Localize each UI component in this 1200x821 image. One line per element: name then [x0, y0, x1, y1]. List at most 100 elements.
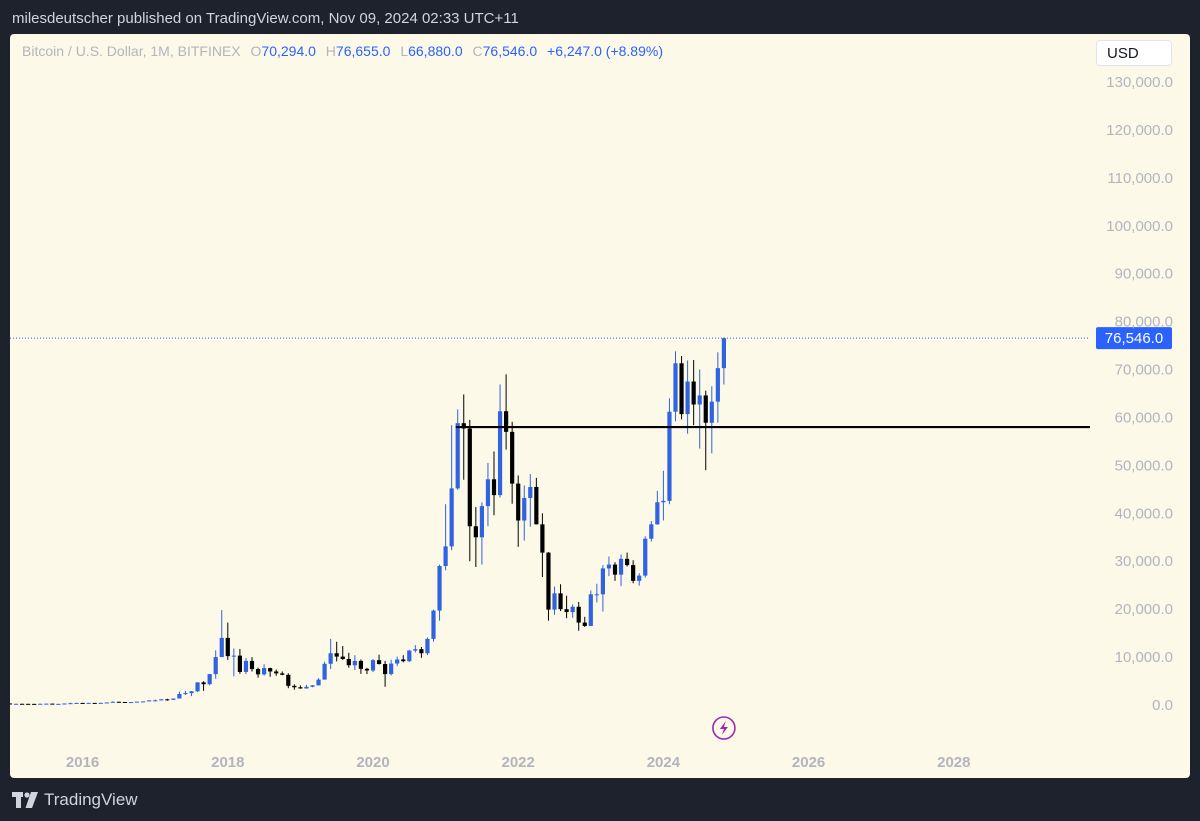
candle[interactable] — [534, 477, 539, 525]
candle[interactable] — [183, 690, 188, 695]
candle[interactable] — [231, 648, 236, 677]
candle[interactable] — [618, 554, 624, 587]
candle[interactable] — [691, 359, 696, 426]
candle[interactable] — [80, 702, 85, 704]
candle[interactable] — [473, 507, 478, 567]
candle[interactable] — [213, 650, 218, 679]
candle[interactable] — [195, 682, 200, 693]
candle[interactable] — [10, 703, 13, 705]
candle[interactable] — [358, 659, 363, 674]
candle[interactable] — [552, 586, 557, 615]
candle[interactable] — [709, 386, 714, 454]
candle[interactable] — [13, 703, 19, 705]
candle[interactable] — [479, 502, 484, 565]
candle[interactable] — [443, 504, 448, 571]
candle[interactable] — [249, 657, 255, 672]
candle[interactable] — [649, 520, 654, 542]
candle[interactable] — [576, 601, 581, 631]
candle[interactable] — [44, 703, 49, 705]
candle[interactable] — [643, 536, 648, 578]
candle[interactable] — [685, 360, 690, 434]
candle[interactable] — [189, 691, 194, 697]
currency-button[interactable]: USD — [1096, 40, 1172, 66]
candle[interactable] — [20, 703, 25, 705]
candle[interactable] — [274, 669, 279, 676]
candle[interactable] — [625, 552, 630, 567]
candle[interactable] — [165, 698, 170, 701]
price-chart[interactable]: 76,546.0 0.0 10,000.0 20,000.0 30,000.0 40,0… — [10, 34, 1190, 778]
candle[interactable] — [721, 337, 726, 385]
candle[interactable] — [497, 384, 503, 498]
candle[interactable] — [612, 562, 618, 581]
candle[interactable] — [255, 667, 261, 678]
candle[interactable] — [504, 374, 509, 450]
candle[interactable] — [522, 485, 527, 541]
candle[interactable] — [389, 659, 394, 676]
candle[interactable] — [516, 475, 521, 547]
candle[interactable] — [582, 616, 587, 627]
candle[interactable] — [419, 647, 424, 658]
candle[interactable] — [540, 513, 545, 578]
candle[interactable] — [153, 699, 158, 702]
candle[interactable] — [32, 703, 37, 705]
candle[interactable] — [631, 560, 636, 584]
candle[interactable] — [68, 702, 73, 705]
candle[interactable] — [92, 702, 97, 704]
candle[interactable] — [171, 698, 176, 700]
candle[interactable] — [292, 684, 297, 690]
candle[interactable] — [122, 702, 128, 704]
candle[interactable] — [38, 703, 43, 705]
candle[interactable] — [86, 702, 91, 704]
candle[interactable] — [50, 703, 55, 705]
candle[interactable] — [401, 655, 406, 663]
candle[interactable] — [606, 556, 612, 577]
candle[interactable] — [141, 701, 146, 703]
candle[interactable] — [594, 583, 599, 603]
candle[interactable] — [370, 658, 376, 673]
candle[interactable] — [425, 637, 430, 656]
candle[interactable] — [304, 684, 309, 689]
candle[interactable] — [661, 470, 666, 521]
candle[interactable] — [570, 604, 575, 618]
candle[interactable] — [546, 552, 551, 621]
candle[interactable] — [352, 655, 357, 671]
candle[interactable] — [340, 646, 345, 660]
candle[interactable] — [201, 681, 206, 691]
candle[interactable] — [588, 590, 593, 626]
candle[interactable] — [219, 610, 224, 658]
candle[interactable] — [243, 658, 249, 675]
candle[interactable] — [600, 565, 605, 612]
candle[interactable] — [679, 356, 684, 420]
candle[interactable] — [637, 573, 642, 586]
candle[interactable] — [395, 656, 400, 667]
candle[interactable] — [328, 638, 333, 670]
candle[interactable] — [461, 394, 466, 480]
candle[interactable] — [62, 703, 67, 705]
candle[interactable] — [268, 667, 273, 677]
candle[interactable] — [364, 667, 370, 675]
candle[interactable] — [715, 352, 720, 423]
candle[interactable] — [104, 702, 109, 704]
candle[interactable] — [334, 641, 339, 662]
candle[interactable] — [225, 622, 230, 660]
candle[interactable] — [26, 703, 31, 705]
symbol-label[interactable]: Bitcoin / U.S. Dollar, 1M, BITFINEX — [22, 43, 241, 59]
candle[interactable] — [298, 685, 303, 689]
candle[interactable] — [558, 584, 563, 612]
candle[interactable] — [376, 654, 382, 665]
candle[interactable] — [667, 398, 672, 505]
candle[interactable] — [655, 490, 660, 525]
candle[interactable] — [467, 419, 472, 562]
candle[interactable] — [237, 648, 242, 674]
candle[interactable] — [455, 409, 460, 490]
candle[interactable] — [147, 700, 152, 702]
candle[interactable] — [485, 462, 491, 527]
candle[interactable] — [383, 660, 388, 687]
candle[interactable] — [431, 609, 436, 642]
candle[interactable] — [510, 421, 515, 504]
candle[interactable] — [407, 649, 412, 663]
candle[interactable] — [310, 685, 315, 688]
candle[interactable] — [528, 474, 533, 527]
candle[interactable] — [564, 595, 569, 619]
candle[interactable] — [697, 369, 702, 449]
